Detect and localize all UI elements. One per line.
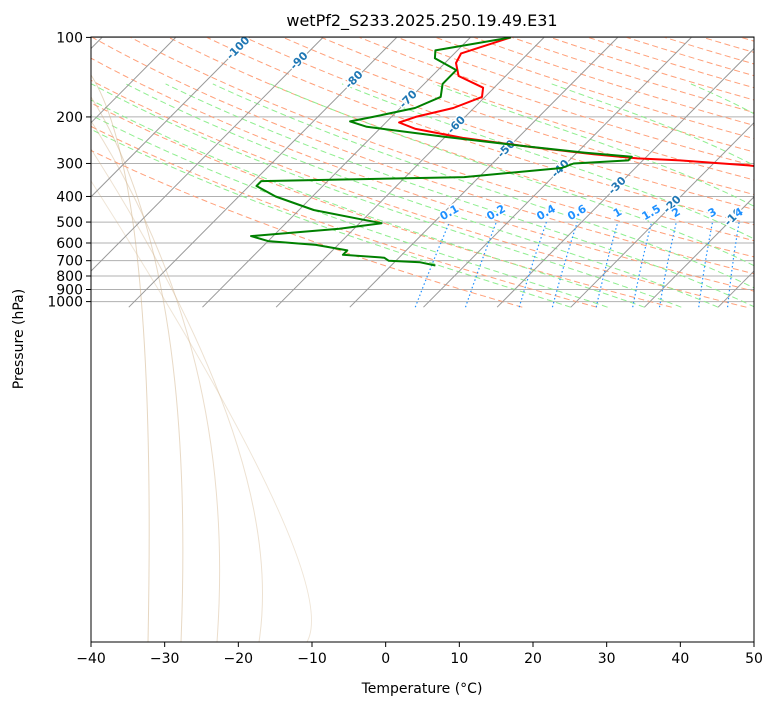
- x-tick-label: 30: [598, 651, 616, 667]
- reference-curve: [91, 148, 263, 642]
- reference-curve: [91, 120, 221, 642]
- dry-adiabat: [130, 37, 754, 258]
- isotherm-line: [91, 37, 324, 272]
- mixing-ratio-line: [464, 221, 497, 308]
- x-tick-label: −40: [76, 651, 106, 667]
- dewpoint-profile-line: [250, 37, 633, 267]
- isotherms: [91, 37, 754, 308]
- dry-adiabat: [91, 149, 523, 308]
- reference-curve: [91, 180, 312, 642]
- temperature-profile-line: [398, 37, 754, 167]
- isotherm-line: [423, 37, 692, 308]
- dry-adiabat: [206, 37, 754, 226]
- isotherm-line: [644, 196, 754, 308]
- y-tick-label: 700: [56, 254, 83, 270]
- x-tick-label: −30: [150, 651, 180, 667]
- moist-adiabat: [433, 83, 754, 207]
- moist-adiabat: [341, 83, 754, 240]
- moist-adiabat: [551, 83, 754, 167]
- y-tick-label: 200: [56, 110, 83, 126]
- x-tick-label: 50: [745, 651, 763, 667]
- reference-curve: [91, 74, 150, 642]
- moist-adiabat: [165, 83, 754, 308]
- axes: −40 −30 −20 −10 0 10 20 30 40 50 100 200 300 400 500 60…: [47, 30, 763, 667]
- y-tick-label: 600: [56, 236, 83, 252]
- plot-frame: [90, 36, 755, 643]
- isotherm-line: [202, 37, 471, 308]
- sounding-series: [250, 37, 754, 267]
- y-tick-label: 800: [56, 269, 83, 285]
- dry-adiabat: [92, 37, 754, 275]
- moist-adiabat: [91, 114, 608, 308]
- isotherm-line: [349, 37, 619, 308]
- x-tick-label: 20: [524, 651, 542, 667]
- y-tick-label: 300: [56, 156, 83, 172]
- isotherm-line: [91, 37, 250, 198]
- mixing-ratio-line: [551, 221, 578, 308]
- x-tick-label: 40: [671, 651, 689, 667]
- x-tick-label: −10: [297, 651, 327, 667]
- x-tick-label: 10: [450, 651, 468, 667]
- moist-adiabat: [125, 83, 719, 308]
- mixing-ratio-line: [414, 221, 451, 308]
- dry-adiabat: [91, 125, 598, 308]
- mixing-ratio-line: [518, 221, 547, 308]
- y-tick-label: 500: [56, 215, 83, 231]
- isotherm-line: [496, 47, 754, 308]
- dry-adiabat: [168, 37, 754, 242]
- isotherm-line: [570, 121, 754, 308]
- dry-adiabat: [91, 57, 754, 292]
- plot-area: -100-90-80-70-60-50-40-30-20-1000.10.20.…: [91, 37, 754, 642]
- reference-curves: [91, 74, 312, 642]
- y-tick-label: 1000: [47, 295, 83, 311]
- x-tick-label: 0: [381, 651, 390, 667]
- mixing-ratio-lines: [414, 221, 740, 308]
- moist-adiabat: [91, 99, 645, 308]
- y-tick-label: 100: [56, 30, 83, 46]
- x-axis-title: Temperature (°C): [361, 681, 483, 697]
- pressure-gridlines: [91, 37, 754, 303]
- y-tick-label: 900: [56, 283, 83, 299]
- isotherm-line: [91, 37, 177, 124]
- dry-adiabat: [359, 37, 754, 167]
- moist-adiabat: [91, 83, 682, 308]
- dry-adiabat: [91, 102, 672, 308]
- isotherm-line: [275, 37, 545, 308]
- isotherm-line: [128, 37, 398, 308]
- reference-curve: [91, 96, 184, 642]
- y-tick-label: 400: [56, 189, 83, 205]
- x-tick-label: −20: [224, 651, 254, 667]
- chart-title: wetPf2_S233.2025.250.19.49.E31: [286, 11, 557, 31]
- y-axis-title: Pressure (hPa): [11, 289, 27, 389]
